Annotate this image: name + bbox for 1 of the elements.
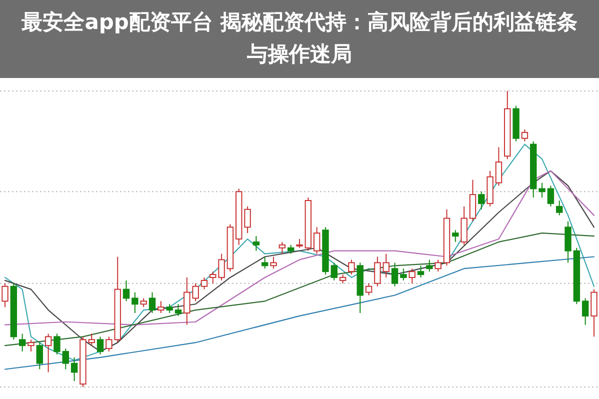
chart-title: 最安全app配资平台 揭秘配资代持：高风险背后的利益链条与操作迷局: [0, 0, 599, 78]
